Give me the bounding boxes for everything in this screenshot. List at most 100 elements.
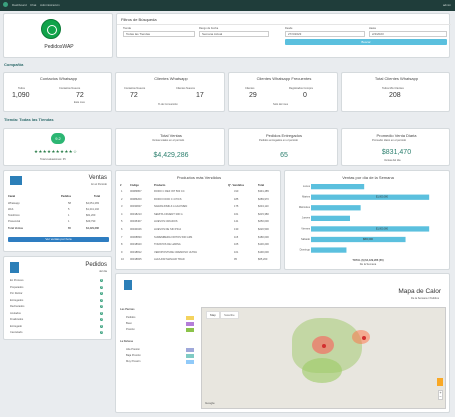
productos-card: Productos más Vendidos # Código Producto…: [115, 170, 281, 270]
search-button[interactable]: Buscar: [285, 39, 447, 45]
card-title: Clientes Whatsapp Frecuentes: [256, 76, 312, 81]
cell: 1: [68, 220, 70, 223]
heat-map[interactable]: Map Satellite + − Google: [201, 307, 446, 409]
bar: [311, 215, 350, 221]
legend2-title: La Dehesa: [120, 340, 133, 343]
product-cell: RORO FOOD C 4 PICS: [154, 197, 182, 201]
legend-swatch: [186, 354, 194, 358]
hasta-input[interactable]: 2/4/2023: [369, 31, 447, 37]
card-title: Promedio Venta Diaria: [376, 133, 417, 138]
bar-label: $1,000,000: [376, 227, 389, 230]
map-tab[interactable]: Map: [206, 311, 220, 319]
tienda-select[interactable]: Todas las Tiendas: [123, 31, 195, 37]
bar: [311, 205, 361, 211]
chart-title: Ventas por día de la Semana: [342, 175, 394, 180]
productos-title: Productos más Vendidos: [176, 175, 222, 180]
legend-item: Buen: [126, 322, 133, 325]
pedidos-title: Pedidos: [85, 262, 107, 268]
ventas-panel: Ventas En el Período Canal Pedidos Total…: [3, 170, 112, 252]
nav-chat[interactable]: Chat: [30, 3, 37, 7]
legend-swatch: [186, 322, 194, 326]
card-title: Clientes Whatsapp: [154, 76, 188, 81]
todos-value: 1,090: [12, 92, 30, 99]
product-cell: RORO C REF INT 500 CC: [154, 190, 185, 193]
value: 17: [196, 92, 204, 99]
pedido-count: 0: [100, 331, 104, 334]
legend-swatch: [186, 328, 194, 332]
product-cell: 1: [121, 190, 123, 193]
product-cell: 4: [121, 212, 123, 216]
product-cell: 00018845: [130, 258, 142, 262]
user-menu[interactable]: admin: [442, 3, 451, 7]
nuevos-label: Contactos Nuevos: [59, 87, 81, 90]
label: Todos Mis Clientes: [382, 87, 404, 90]
card-title: Pedidos Entregados: [265, 133, 303, 138]
product-cell: $180,000: [258, 235, 269, 239]
value: 0: [303, 92, 307, 99]
ventas-title: Ventas: [88, 175, 107, 181]
total-label: Total Ventas: [8, 227, 24, 230]
product-cell: HUEVOS DE SIN PICA: [154, 228, 182, 231]
col-canal: Canal: [8, 195, 16, 198]
pedido-status: Entregado: [10, 324, 22, 328]
rango-select[interactable]: Semana Actual: [199, 31, 269, 37]
product-cell: 310: [234, 190, 239, 193]
nav-administracion[interactable]: Administración: [40, 3, 60, 7]
card-title: Contactos Whatsapp: [39, 76, 78, 81]
pedidos-panel: Pedidos del día En Proceso 1 Preparados 0 Po…: [3, 256, 112, 340]
whatsapp-logo-icon: [41, 19, 61, 39]
pedido-status: En Proceso: [10, 279, 24, 282]
product-cell: SEMITA CRUENT 300 G: [154, 212, 183, 216]
ventas-semana-chart: Lunes Martes $1,000,000 Miércoles Jueves Vier…: [299, 184, 430, 253]
product-cell: 2: [121, 197, 123, 201]
product-cell: $220,500: [258, 228, 269, 231]
pedido-count: 0: [100, 305, 104, 308]
cell: $4,051,283: [86, 202, 99, 205]
total-value: $4,429,286: [86, 227, 99, 230]
product-cell: 00083807: [130, 190, 142, 193]
chart-sub: De la Semana: [359, 263, 377, 266]
legend1-title: Las Parmas: [120, 308, 135, 311]
pegman-icon[interactable]: [437, 378, 443, 386]
pedido-status: Entregados: [10, 298, 24, 302]
tienda-label: Tienda: [123, 27, 131, 30]
product-cell: 130: [234, 228, 239, 231]
frecuentes-card: Clientes Whatsapp Frecuentes Clientes 29…: [228, 72, 338, 112]
col: Q°. Vendidos: [228, 184, 245, 187]
col: Producto: [154, 184, 166, 187]
value: 29: [249, 92, 257, 99]
sub: Ventas totales en el período: [152, 139, 185, 142]
satellite-tab[interactable]: Satellite: [220, 311, 239, 319]
ventas-semana-card: Ventas por día de la Semana Lunes Martes $…: [284, 170, 450, 270]
product-cell: 00086200: [130, 197, 142, 201]
todos-label: Todos: [18, 87, 25, 90]
legend-swatch: [186, 348, 194, 352]
map-marker-icon[interactable]: [322, 344, 326, 348]
app-name: PedidosWAP: [44, 44, 74, 50]
day-label: Domingo: [300, 247, 311, 251]
day-label: Lunes: [303, 184, 311, 188]
product-cell: 00030847: [130, 205, 142, 209]
desde-input[interactable]: 27/3/2023: [285, 31, 365, 37]
col: #: [120, 184, 122, 187]
value: $831,470: [381, 149, 412, 156]
product-cell: $190,000: [258, 250, 269, 254]
product-cell: 9: [121, 250, 123, 254]
col: Total: [258, 184, 265, 187]
compania-title: Compañía: [4, 62, 24, 67]
product-cell: 7: [121, 235, 123, 239]
nav-dashboard[interactable]: Dashboard: [12, 3, 27, 7]
product-cell: 105: [234, 243, 239, 247]
product-cell: TOMATOS DE HARNA: [154, 243, 181, 247]
product-cell: SUREMBERG FRITOS 500 GRS: [154, 235, 193, 239]
clientes-card: Clientes Whatsapp Contactos Nuevos 72 Cl…: [115, 72, 225, 112]
ventas-hora-button[interactable]: Ver ventas por hora: [8, 237, 109, 242]
legend-item: Presión: [126, 328, 135, 331]
map-marker-icon[interactable]: [362, 336, 366, 340]
product-cell: $250,000: [258, 220, 269, 224]
zoom-controls[interactable]: + −: [438, 390, 443, 400]
brand-icon[interactable]: [3, 2, 8, 7]
product-cell: 00008830: [130, 235, 142, 239]
product-cell: 00040046: [130, 228, 142, 231]
promedio-card: Promedio Venta Diaria Promedio diario en…: [341, 128, 450, 166]
